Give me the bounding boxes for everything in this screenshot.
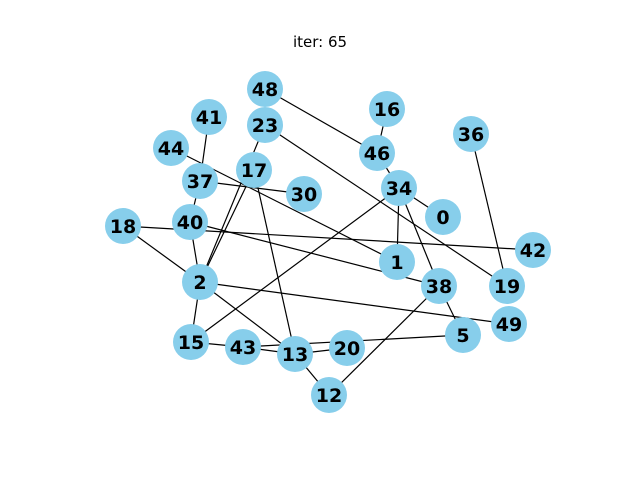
node-label-5: 5 <box>456 325 469 347</box>
node-circle-2 <box>182 264 218 300</box>
node-48: 48 <box>247 71 283 107</box>
node-label-13: 13 <box>282 344 308 366</box>
node-20: 20 <box>329 330 365 366</box>
node-circle-16 <box>369 91 405 127</box>
node-label-38: 38 <box>426 276 452 298</box>
node-label-49: 49 <box>496 314 522 336</box>
node-label-23: 23 <box>252 115 278 137</box>
node-46: 46 <box>359 135 395 171</box>
edge-23-2 <box>199 124 266 283</box>
node-15: 15 <box>173 324 209 360</box>
node-label-17: 17 <box>241 160 267 182</box>
node-circle-17 <box>236 152 272 188</box>
node-label-40: 40 <box>177 212 203 234</box>
node-1: 1 <box>379 244 415 280</box>
node-label-15: 15 <box>178 332 204 354</box>
edge-23-19 <box>264 124 508 287</box>
node-19: 19 <box>489 268 525 304</box>
node-label-41: 41 <box>196 107 222 129</box>
node-label-37: 37 <box>187 171 213 193</box>
node-38: 38 <box>421 268 457 304</box>
node-34: 34 <box>381 170 417 206</box>
node-circle-40 <box>172 204 208 240</box>
node-circle-23 <box>247 107 283 143</box>
node-circle-36 <box>453 116 489 152</box>
node-label-30: 30 <box>291 184 317 206</box>
node-circle-38 <box>421 268 457 304</box>
node-16: 16 <box>369 91 405 127</box>
edge-2-49 <box>199 281 510 325</box>
edge-48-46 <box>264 88 378 154</box>
node-circle-37 <box>182 163 218 199</box>
edge-38-12 <box>328 285 440 396</box>
node-circle-0 <box>425 199 461 235</box>
node-label-43: 43 <box>230 337 256 359</box>
node-circle-5 <box>445 317 481 353</box>
node-circle-44 <box>153 130 189 166</box>
node-18: 18 <box>105 208 141 244</box>
node-label-42: 42 <box>520 240 546 262</box>
node-circle-34 <box>381 170 417 206</box>
node-label-34: 34 <box>386 178 412 200</box>
node-circle-30 <box>286 176 322 212</box>
node-label-1: 1 <box>390 252 403 274</box>
node-label-46: 46 <box>364 143 390 165</box>
node-circle-19 <box>489 268 525 304</box>
node-circle-15 <box>173 324 209 360</box>
node-label-20: 20 <box>334 338 360 360</box>
node-42: 42 <box>515 232 551 268</box>
node-2: 2 <box>182 264 218 300</box>
node-label-18: 18 <box>110 216 136 238</box>
node-43: 43 <box>225 329 261 365</box>
node-circle-48 <box>247 71 283 107</box>
node-label-2: 2 <box>193 272 206 294</box>
node-label-12: 12 <box>316 385 342 407</box>
edge-17-13 <box>253 169 296 355</box>
edge-2-13 <box>199 281 296 355</box>
node-label-19: 19 <box>494 276 520 298</box>
node-circle-20 <box>329 330 365 366</box>
node-label-16: 16 <box>374 99 400 121</box>
node-circle-1 <box>379 244 415 280</box>
node-36: 36 <box>453 116 489 152</box>
node-label-0: 0 <box>436 207 449 229</box>
node-circle-42 <box>515 232 551 268</box>
node-41: 41 <box>191 99 227 135</box>
node-12: 12 <box>311 377 347 413</box>
node-5: 5 <box>445 317 481 353</box>
node-circle-46 <box>359 135 395 171</box>
node-13: 13 <box>277 336 313 372</box>
node-17: 17 <box>236 152 272 188</box>
node-37: 37 <box>182 163 218 199</box>
node-circle-43 <box>225 329 261 365</box>
node-44: 44 <box>153 130 189 166</box>
node-circle-13 <box>277 336 313 372</box>
node-circle-12 <box>311 377 347 413</box>
node-circle-41 <box>191 99 227 135</box>
graph-title: iter: 65 <box>292 33 348 51</box>
node-label-44: 44 <box>158 138 184 160</box>
edge-17-2 <box>199 169 255 283</box>
node-circle-49 <box>491 306 527 342</box>
node-23: 23 <box>247 107 283 143</box>
edge-34-15 <box>190 187 400 343</box>
edge-36-19 <box>470 133 508 287</box>
node-40: 40 <box>172 204 208 240</box>
node-49: 49 <box>491 306 527 342</box>
node-circle-18 <box>105 208 141 244</box>
node-30: 30 <box>286 176 322 212</box>
node-0: 0 <box>425 199 461 235</box>
node-label-48: 48 <box>252 79 278 101</box>
node-label-36: 36 <box>458 124 484 146</box>
